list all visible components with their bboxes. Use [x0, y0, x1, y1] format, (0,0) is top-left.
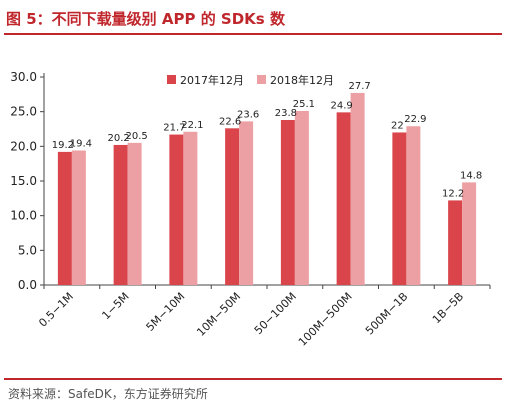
bar-2018: [127, 142, 142, 285]
legend: 2017年12月 2018年12月: [167, 73, 334, 87]
x-tick-label: 50−100M: [252, 290, 299, 337]
data-label: 22.9: [404, 114, 426, 125]
x-tick-label: 5M−10M: [144, 290, 188, 334]
source-rule: [4, 378, 502, 380]
x-tick-label: 500M−1B: [363, 290, 411, 338]
bar-2018: [71, 150, 86, 285]
legend-swatch: [167, 75, 176, 84]
bar-2017: [225, 128, 240, 285]
legend-swatch: [257, 75, 266, 84]
bar-2018: [294, 110, 309, 286]
data-label: 27.7: [348, 81, 370, 92]
y-tick-label: 5.0: [18, 243, 37, 257]
bar-2018: [183, 131, 198, 285]
bar-2017: [280, 119, 295, 285]
data-label: 14.8: [460, 170, 482, 181]
data-label: 20.2: [107, 133, 129, 144]
bar-2017: [169, 134, 184, 285]
bar-2018: [462, 182, 477, 285]
data-label: 21.7: [163, 123, 185, 134]
y-tick-label: 15.0: [10, 174, 37, 188]
data-label: 12.2: [442, 188, 464, 199]
legend-label: 2018年12月: [270, 73, 334, 87]
data-label: 23.6: [237, 109, 259, 120]
bar-2017: [113, 144, 128, 285]
data-label: 19.2: [52, 140, 74, 151]
data-label: 25.1: [293, 99, 315, 110]
bar-2017: [336, 112, 351, 285]
x-tick-label: 0.5−1M: [36, 290, 76, 330]
data-label: 22.1: [181, 120, 203, 131]
legend-label: 2017年12月: [180, 73, 244, 87]
data-label: 23.8: [275, 108, 297, 119]
data-labels: 19.2 20.2 21.7 22.6 23.8 24.9 22 12.2 19.4 20.5 22…: [52, 81, 483, 199]
bar-2018: [350, 92, 365, 286]
bars: [57, 92, 477, 286]
bar-2017: [392, 132, 407, 285]
x-tick-label: 100M−500M: [296, 290, 355, 349]
y-tick-label: 25.0: [10, 105, 37, 119]
x-tick-label: 1B−5B: [430, 290, 466, 326]
y-tick-label: 30.0: [10, 70, 37, 84]
data-label: 22.6: [219, 116, 241, 127]
bar-chart: 0.0 5.0 10.0 15.0 20.0 25.0 30.0 0.5−1M 1−5M 5M−1…: [10, 70, 491, 349]
data-label: 20.5: [125, 131, 147, 142]
data-label: 22: [391, 120, 404, 131]
bar-2017: [448, 200, 463, 285]
x-tick-label: 1−5M: [99, 290, 131, 322]
x-tick-label: 10M−50M: [194, 290, 243, 339]
y-tick-label: 0.0: [18, 278, 37, 292]
data-label: 24.9: [330, 100, 352, 111]
y-tick-label: 20.0: [10, 139, 37, 153]
figure-title: 图 5：不同下载量级别 APP 的 SDKs 数: [6, 10, 285, 28]
y-tick-label: 10.0: [10, 209, 37, 223]
data-label: 19.4: [70, 138, 92, 149]
bar-2018: [239, 121, 254, 285]
bar-2018: [406, 126, 421, 285]
bar-2017: [57, 151, 72, 285]
source-note: 资料来源：SafeDK，东方证券研究所: [8, 387, 208, 401]
title-rule: [4, 33, 502, 35]
